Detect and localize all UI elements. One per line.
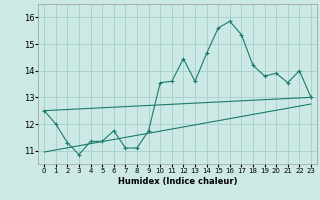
X-axis label: Humidex (Indice chaleur): Humidex (Indice chaleur) [118, 177, 237, 186]
